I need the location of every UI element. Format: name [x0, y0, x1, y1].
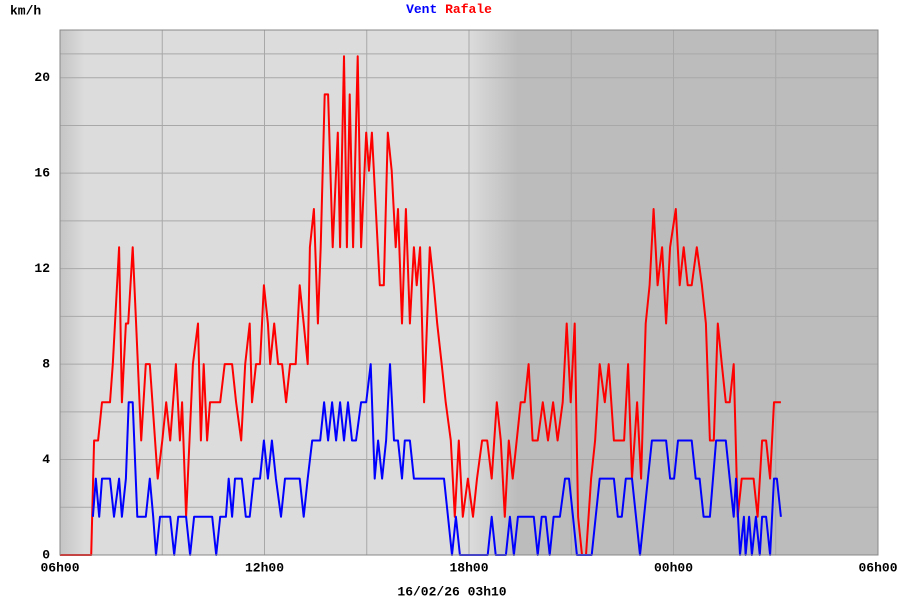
y-tick-label: 16 — [34, 166, 50, 181]
y-axis-unit: km/h — [10, 3, 41, 18]
x-tick-label: 12h00 — [245, 560, 284, 575]
legend-entry: Rafale — [445, 2, 492, 17]
legend: Vent Rafale — [406, 2, 492, 17]
legend-entry: Vent — [406, 2, 437, 17]
plot-frame — [59, 29, 879, 556]
series-line — [91, 363, 782, 556]
y-tick-label: 8 — [42, 357, 50, 372]
date-label: 16/02/26 03h10 — [397, 584, 506, 599]
y-tick-label: 4 — [42, 452, 50, 467]
x-tick-label: 18h00 — [449, 560, 488, 575]
y-tick-label: 12 — [34, 261, 50, 276]
x-tick-label: 00h00 — [654, 560, 693, 575]
x-tick-label: 06h00 — [858, 560, 897, 575]
y-tick-label: 20 — [34, 70, 50, 85]
x-tick-label: 06h00 — [40, 560, 79, 575]
series-line — [60, 55, 781, 556]
y-tick-label: 0 — [42, 547, 50, 562]
